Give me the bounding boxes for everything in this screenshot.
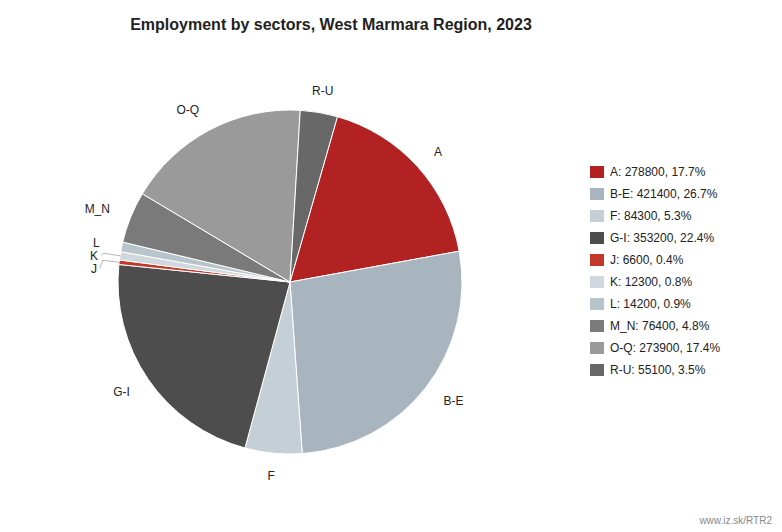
slice [142,110,300,282]
legend-label: K: 12300, 0.8% [610,275,692,289]
leader-line [101,253,120,256]
legend-swatch [590,188,604,200]
legend-swatch [590,342,604,354]
legend-item: J: 6600, 0.4% [590,253,684,267]
slice-label: R-U [312,84,333,98]
slice-label: G-I [113,385,130,399]
legend-swatch [590,232,604,244]
annotation: www.iz.sk/RTR2 [698,515,772,526]
legend-swatch [590,320,604,332]
legend-label: O-Q: 273900, 17.4% [610,341,720,355]
slice [290,251,462,453]
leader-line [100,260,119,268]
slice-label: K [90,249,98,263]
pie: A B-E F G-I JKL M_N O-Q R-U [85,84,464,483]
legend-item: G-I: 353200, 22.4% [590,231,714,245]
slice-label: J [91,262,97,276]
legend-label: G-I: 353200, 22.4% [610,231,714,245]
legend: A: 278800, 17.7% B-E: 421400, 26.7% F: 843… [590,165,720,377]
legend-item: B-E: 421400, 26.7% [590,187,718,201]
legend-item: L: 14200, 0.9% [590,297,691,311]
slice [118,264,290,448]
legend-label: R-U: 55100, 3.5% [610,363,706,377]
slice [290,110,337,282]
slice-label: O-Q [176,103,199,117]
legend-swatch [590,254,604,266]
legend-swatch [590,364,604,376]
slice-label: M_N [85,202,110,216]
legend-swatch [590,298,604,310]
legend-item: O-Q: 273900, 17.4% [590,341,720,355]
legend-swatch [590,276,604,288]
legend-label: M_N: 76400, 4.8% [610,319,710,333]
legend-item: K: 12300, 0.8% [590,275,692,289]
chart: Employment by sectors, West Marmara Regi… [0,0,782,532]
legend-label: B-E: 421400, 26.7% [610,187,718,201]
legend-label: J: 6600, 0.4% [610,253,684,267]
title: Employment by sectors, West Marmara Regi… [130,16,532,33]
legend-swatch [590,210,604,222]
legend-item: R-U: 55100, 3.5% [590,363,706,377]
legend-label: F: 84300, 5.3% [610,209,692,223]
slice-label: A [434,145,442,159]
legend-label: L: 14200, 0.9% [610,297,691,311]
legend-item: M_N: 76400, 4.8% [590,319,710,333]
legend-label: A: 278800, 17.7% [610,165,706,179]
slice-label: B-E [444,394,464,408]
legend-swatch [590,166,604,178]
slice-label: L [93,236,100,250]
slice-label: F [268,469,275,483]
legend-item: F: 84300, 5.3% [590,209,692,223]
legend-item: A: 278800, 17.7% [590,165,706,179]
